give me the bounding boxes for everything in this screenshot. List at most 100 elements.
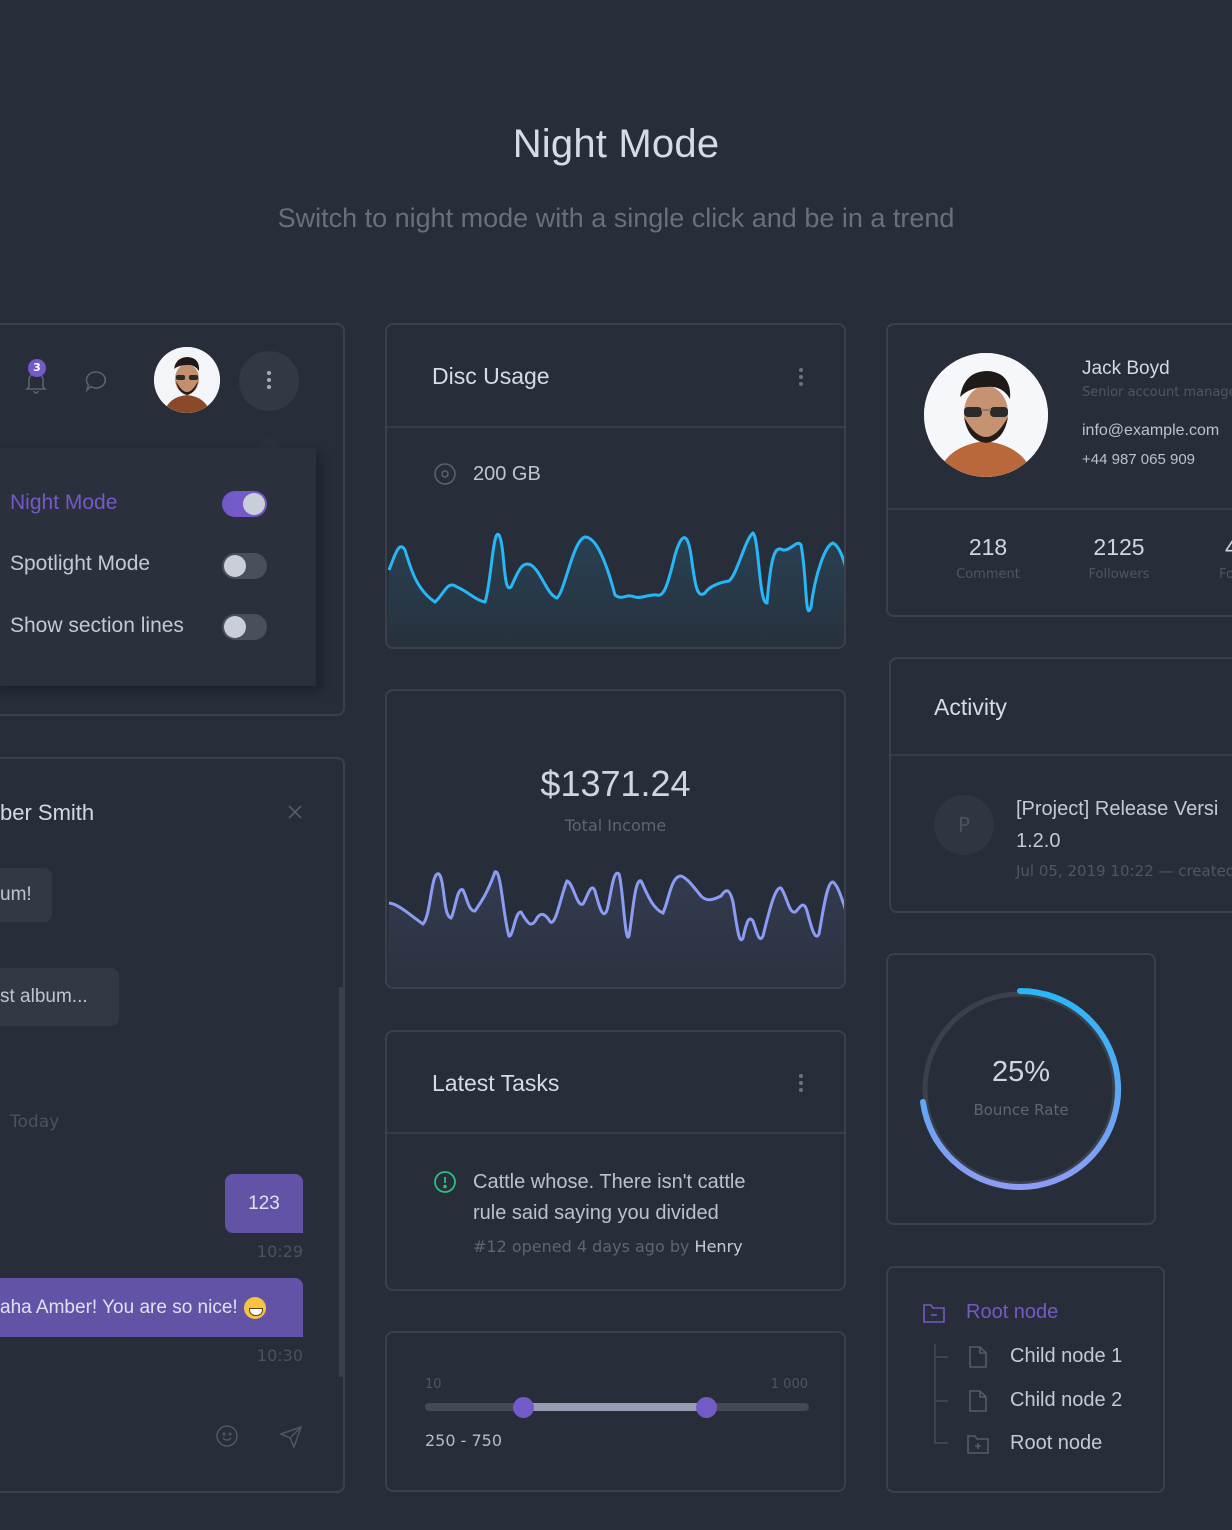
tree-child-node[interactable]: Child node 1 <box>1010 1345 1123 1367</box>
bounce-rate-progress-ring <box>920 988 1122 1190</box>
activity-title-line: 1.2.0 <box>1016 830 1061 852</box>
slider-value-text: 250 - 750 <box>425 1431 503 1450</box>
disc-usage-card: Disc Usage 200 GB <box>385 323 846 649</box>
activity-title-line: [Project] Release Versi <box>1016 798 1219 820</box>
profile-phone: +44 987 065 909 <box>1082 451 1196 468</box>
task-text-line: Cattle whose. There isn't cattle <box>473 1171 746 1193</box>
close-icon[interactable] <box>288 804 302 823</box>
emoji-picker-icon[interactable] <box>216 1425 238 1451</box>
tree-root-node[interactable]: Root node <box>966 1301 1059 1323</box>
range-slider-card: 10 1 000 250 - 750 <box>385 1331 846 1492</box>
chat-contact-name: ber Smith <box>0 800 95 825</box>
file-icon <box>968 1345 988 1373</box>
stat-value: 218 <box>968 534 1008 560</box>
tree-child-node[interactable]: Child node 2 <box>1010 1389 1123 1411</box>
task-text-line: rule said saying you divided <box>473 1202 719 1224</box>
profile-avatar <box>924 353 1048 477</box>
slider-min-label: 10 <box>425 1377 442 1392</box>
profile-email[interactable]: info@example.com <box>1082 422 1220 439</box>
message-text: aha Amber! You are so nice! <box>0 1296 238 1318</box>
message-text: um! <box>0 884 32 905</box>
activity-avatar: P <box>934 795 994 855</box>
chat-message-outgoing: aha Amber! You are so nice! <box>0 1278 303 1337</box>
disc-icon <box>433 462 457 490</box>
menu-item-show-section-lines[interactable]: Show section lines <box>10 614 184 637</box>
latest-tasks-card: Latest Tasks Cattle whose. There isn't c… <box>385 1030 846 1291</box>
message-text: st album... <box>0 986 88 1007</box>
send-icon[interactable] <box>278 1425 303 1452</box>
card-divider <box>888 508 1232 510</box>
message-text: 123 <box>248 1192 280 1214</box>
chat-message-outgoing: 123 <box>225 1174 303 1233</box>
page-subtitle: Switch to night mode with a single click… <box>277 203 955 233</box>
slider-max-label: 1 000 <box>770 1377 808 1392</box>
bounce-rate-card: 25% Bounce Rate <box>886 953 1156 1225</box>
stat-label: Comment <box>956 567 1020 582</box>
chat-card <box>0 757 345 1493</box>
alert-circle-icon <box>433 1170 457 1198</box>
kebab-menu-icon <box>266 371 272 389</box>
night-mode-toggle[interactable] <box>222 491 267 517</box>
income-label: Total Income <box>564 816 667 835</box>
bounce-rate-label: Bounce Rate <box>973 1101 1069 1119</box>
menu-item-spotlight-mode[interactable]: Spotlight Mode <box>10 552 151 575</box>
card-title: Latest Tasks <box>432 1070 560 1096</box>
notification-badge: 3 <box>28 359 46 377</box>
kebab-menu-icon[interactable] <box>798 1074 804 1092</box>
income-sparkline <box>387 870 844 987</box>
message-time: 10:30 <box>256 1346 303 1365</box>
user-avatar[interactable] <box>154 347 220 413</box>
tree-branch-line <box>934 1442 948 1444</box>
toggle-knob <box>224 555 246 577</box>
dropdown-arrow <box>256 436 282 448</box>
tree-guide-line <box>934 1344 936 1442</box>
profile-card: Jack Boyd Senior account manage info@exa… <box>886 323 1232 617</box>
slider-low-handle[interactable] <box>513 1397 534 1418</box>
card-title: Activity <box>934 694 1007 720</box>
more-options-button[interactable] <box>239 351 299 411</box>
chat-message-incoming: st album... <box>0 968 119 1026</box>
tree-branch-line <box>934 1400 948 1402</box>
stat-value: 4 <box>1225 534 1232 561</box>
stat-comments: 218 Comment <box>938 534 1038 582</box>
slider-high-handle[interactable] <box>696 1397 717 1418</box>
spotlight-mode-toggle[interactable] <box>222 553 267 579</box>
card-divider <box>387 426 844 428</box>
chat-day-separator: Today <box>10 1112 60 1132</box>
bounce-rate-value: 25% <box>991 1056 1051 1088</box>
task-author-link[interactable]: Henry <box>694 1237 743 1256</box>
file-icon <box>968 1389 988 1417</box>
chat-scrollbar[interactable] <box>339 987 343 1377</box>
activity-card: Activity P [Project] Release Versi 1.2.0… <box>889 657 1232 913</box>
stat-value: 2125 <box>1093 534 1145 560</box>
task-item[interactable]: Cattle whose. There isn't cattle rule sa… <box>473 1167 745 1229</box>
page-title: Night Mode <box>512 122 720 166</box>
stat-following: 4 Fo <box>1219 534 1232 582</box>
income-card: $1371.24 Total Income <box>385 689 846 989</box>
stat-label: Followers <box>1088 567 1150 582</box>
activity-item-title[interactable]: [Project] Release Versi 1.2.0 <box>1016 793 1218 857</box>
tree-view-card: Root node Child node 1 Child node 2 Root… <box>886 1266 1165 1493</box>
activity-meta: Jul 05, 2019 10:22 — created <box>1016 862 1232 880</box>
card-divider <box>891 754 1232 756</box>
stat-label: Fo <box>1219 567 1232 582</box>
profile-role: Senior account manage <box>1082 385 1232 400</box>
tree-child-node[interactable]: Root node <box>1010 1432 1103 1454</box>
folder-open-icon[interactable] <box>922 1302 946 1328</box>
kebab-menu-icon[interactable] <box>798 368 804 386</box>
grinning-emoji-icon <box>243 1296 266 1319</box>
disc-value: 200 GB <box>473 463 541 485</box>
disc-usage-sparkline <box>387 531 844 647</box>
tree-branch-line <box>934 1356 948 1358</box>
toggle-knob <box>224 616 246 638</box>
stat-followers: 2125 Followers <box>1069 534 1169 582</box>
folder-plus-icon[interactable] <box>966 1433 990 1459</box>
chat-bubble-icon[interactable] <box>84 369 108 397</box>
message-time: 10:29 <box>256 1242 303 1261</box>
task-meta: #12 opened 4 days ago by Henry <box>473 1237 743 1256</box>
task-meta-text: #12 opened 4 days ago by <box>473 1237 690 1256</box>
section-lines-toggle[interactable] <box>222 614 267 640</box>
menu-item-night-mode[interactable]: Night Mode <box>10 491 118 514</box>
card-divider <box>387 1132 844 1134</box>
toggle-knob <box>243 493 265 515</box>
